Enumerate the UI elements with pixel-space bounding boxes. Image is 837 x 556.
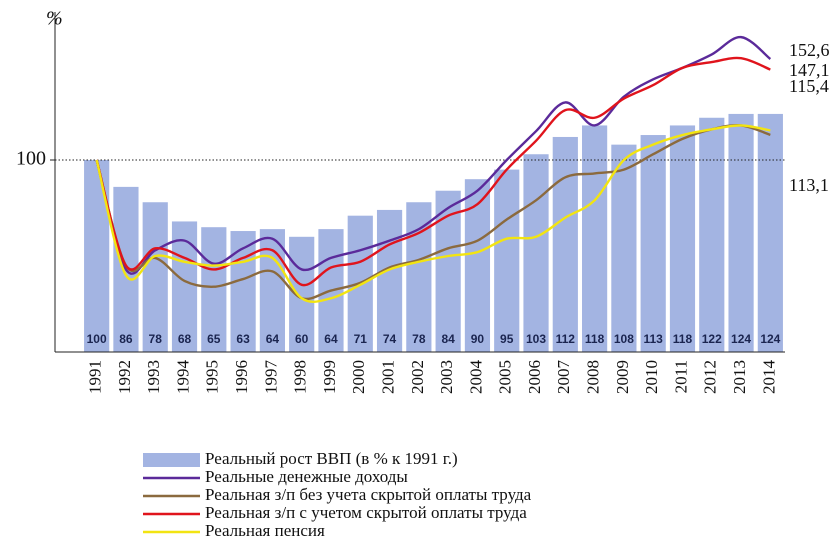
- x-tick-label: 2001: [378, 360, 397, 394]
- bar: [611, 144, 637, 352]
- line-series: [95, 124, 771, 301]
- bar-label: 63: [236, 332, 250, 346]
- bar: [142, 202, 168, 352]
- bar-label: 65: [207, 332, 221, 346]
- x-tick-label: 2002: [408, 360, 427, 394]
- bar-label: 78: [149, 332, 163, 346]
- bar-label: 118: [585, 332, 605, 346]
- x-tick-label: 1997: [261, 360, 280, 395]
- end-label: 115,4: [789, 76, 829, 96]
- line-series: [95, 56, 771, 287]
- end-label: 152,6: [789, 40, 830, 60]
- bar: [201, 227, 227, 352]
- bar-label: 103: [526, 332, 546, 346]
- x-tick-label: 1998: [291, 360, 310, 394]
- bar-label: 78: [412, 332, 426, 346]
- x-tick-label: 2003: [437, 360, 456, 394]
- bar: [552, 136, 578, 352]
- line-series: [95, 35, 772, 275]
- bar: [376, 209, 403, 352]
- bar-label: 112: [556, 332, 576, 346]
- bar-label: 74: [383, 332, 397, 346]
- legend-label: Реальная з/п с учетом скрытой оплаты тру…: [205, 503, 527, 522]
- x-tick-label: 1995: [203, 360, 222, 394]
- x-tick-label: 1996: [232, 360, 251, 394]
- x-tick-label: 2009: [613, 360, 632, 394]
- legend-swatch: [143, 453, 200, 467]
- bar-label: 122: [702, 332, 722, 346]
- x-tick-label: 1992: [115, 360, 134, 394]
- bar: [699, 117, 725, 352]
- x-tick-label: 1994: [173, 360, 192, 395]
- legend-label: Реальный рост ВВП (в % к 1991 г.): [205, 449, 458, 468]
- line-series: [95, 124, 771, 303]
- bar: [171, 221, 198, 352]
- bar-label: 124: [760, 332, 780, 346]
- bar: [84, 160, 110, 352]
- x-tick-label: 2004: [466, 360, 485, 395]
- bar-label: 100: [87, 332, 107, 346]
- bar: [582, 125, 608, 352]
- bar-label: 95: [500, 332, 514, 346]
- legend-label: Реальная пенсия: [205, 521, 325, 540]
- bar-label: 118: [673, 332, 693, 346]
- bar-label: 71: [354, 332, 368, 346]
- bar-label: 86: [119, 332, 133, 346]
- x-tick-label: 1999: [320, 360, 339, 394]
- bar: [728, 113, 754, 352]
- x-tick-label: 2012: [701, 360, 720, 394]
- bar-label: 108: [614, 332, 634, 346]
- bar: [494, 169, 520, 352]
- bar: [435, 190, 461, 352]
- x-tick-label: 2005: [496, 360, 515, 394]
- bar-label: 113: [644, 332, 664, 346]
- bar: [640, 135, 666, 352]
- x-tick-label: 2010: [642, 360, 661, 394]
- x-tick-label: 2007: [554, 360, 573, 395]
- x-tick-label: 2000: [349, 360, 368, 394]
- bar-label: 64: [324, 332, 338, 346]
- bar-label: 64: [266, 332, 280, 346]
- x-tick-label: 1991: [86, 360, 105, 394]
- bar: [523, 154, 549, 352]
- bar: [757, 113, 783, 352]
- x-tick-label: 2014: [759, 360, 778, 395]
- bar-label: 90: [471, 332, 485, 346]
- x-tick-label: 2011: [671, 360, 690, 393]
- bar-label: 60: [295, 332, 309, 346]
- bar-label: 84: [441, 332, 455, 346]
- bar-label: 124: [731, 332, 751, 346]
- end-label: 113,1: [789, 175, 829, 195]
- bar: [669, 125, 696, 352]
- end-label: 147,1: [789, 60, 830, 80]
- y-axis-label: %: [46, 8, 63, 30]
- legend-label: Реальные денежные доходы: [205, 467, 408, 486]
- y-tick-label: 100: [16, 148, 46, 170]
- legend-label: Реальная з/п без учета скрытой оплаты тр…: [205, 485, 532, 504]
- bar-label: 68: [178, 332, 192, 346]
- x-tick-label: 2008: [584, 360, 603, 394]
- x-tick-label: 1993: [144, 360, 163, 394]
- bar: [289, 236, 315, 352]
- x-tick-label: 2006: [525, 360, 544, 394]
- bar: [230, 231, 256, 352]
- x-tick-label: 2013: [730, 360, 749, 394]
